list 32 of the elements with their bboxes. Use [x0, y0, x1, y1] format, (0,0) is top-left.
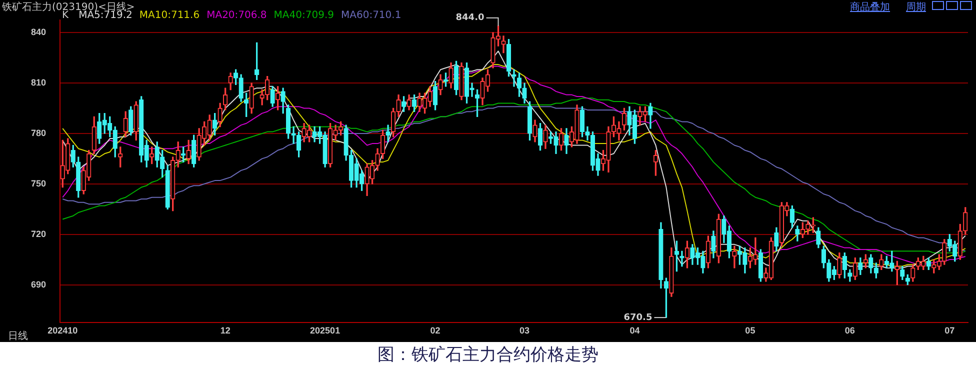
candlestick [680, 250, 684, 267]
y-tick-label: 810 [30, 78, 46, 88]
x-tick-label: 05 [745, 325, 756, 336]
candlestick [386, 124, 390, 142]
x-tick-label: 202410 [48, 325, 78, 336]
legend-title: K [62, 10, 69, 21]
x-tick-label: 12 [220, 325, 230, 336]
x-axis-title: 日线 [8, 330, 28, 343]
text: MA5:719.2 [78, 10, 132, 21]
x-tick-label: 07 [944, 325, 955, 336]
text: MA60:710.1 [341, 10, 402, 21]
text: 图：铁矿石主力合约价格走势 [376, 344, 600, 366]
x-tick-label: 03 [519, 325, 530, 336]
x-tick-label: 02 [430, 325, 440, 336]
y-tick-label: 750 [30, 178, 46, 188]
text: MA20:706.8 [206, 10, 267, 21]
x-tick-label: 06 [844, 325, 855, 336]
candlestick [501, 36, 506, 54]
y-tick-label: 780 [30, 128, 46, 138]
text: 商品叠加 [850, 2, 890, 13]
x-tick-label: 04 [630, 325, 640, 336]
candlestick [732, 246, 737, 268]
y-tick-label: 840 [30, 27, 46, 38]
text: MA40:709.9 [274, 10, 334, 21]
text: 周期 [906, 2, 926, 13]
y-tick-label: 690 [30, 279, 46, 290]
candlestick [512, 69, 516, 87]
y-tick-label: 720 [30, 228, 46, 239]
annotation: 670.5 [624, 312, 652, 323]
x-tick-label: 202501 [310, 325, 340, 336]
text: MA10:711.6 [139, 10, 200, 21]
annotation: 844.0 [456, 13, 484, 24]
